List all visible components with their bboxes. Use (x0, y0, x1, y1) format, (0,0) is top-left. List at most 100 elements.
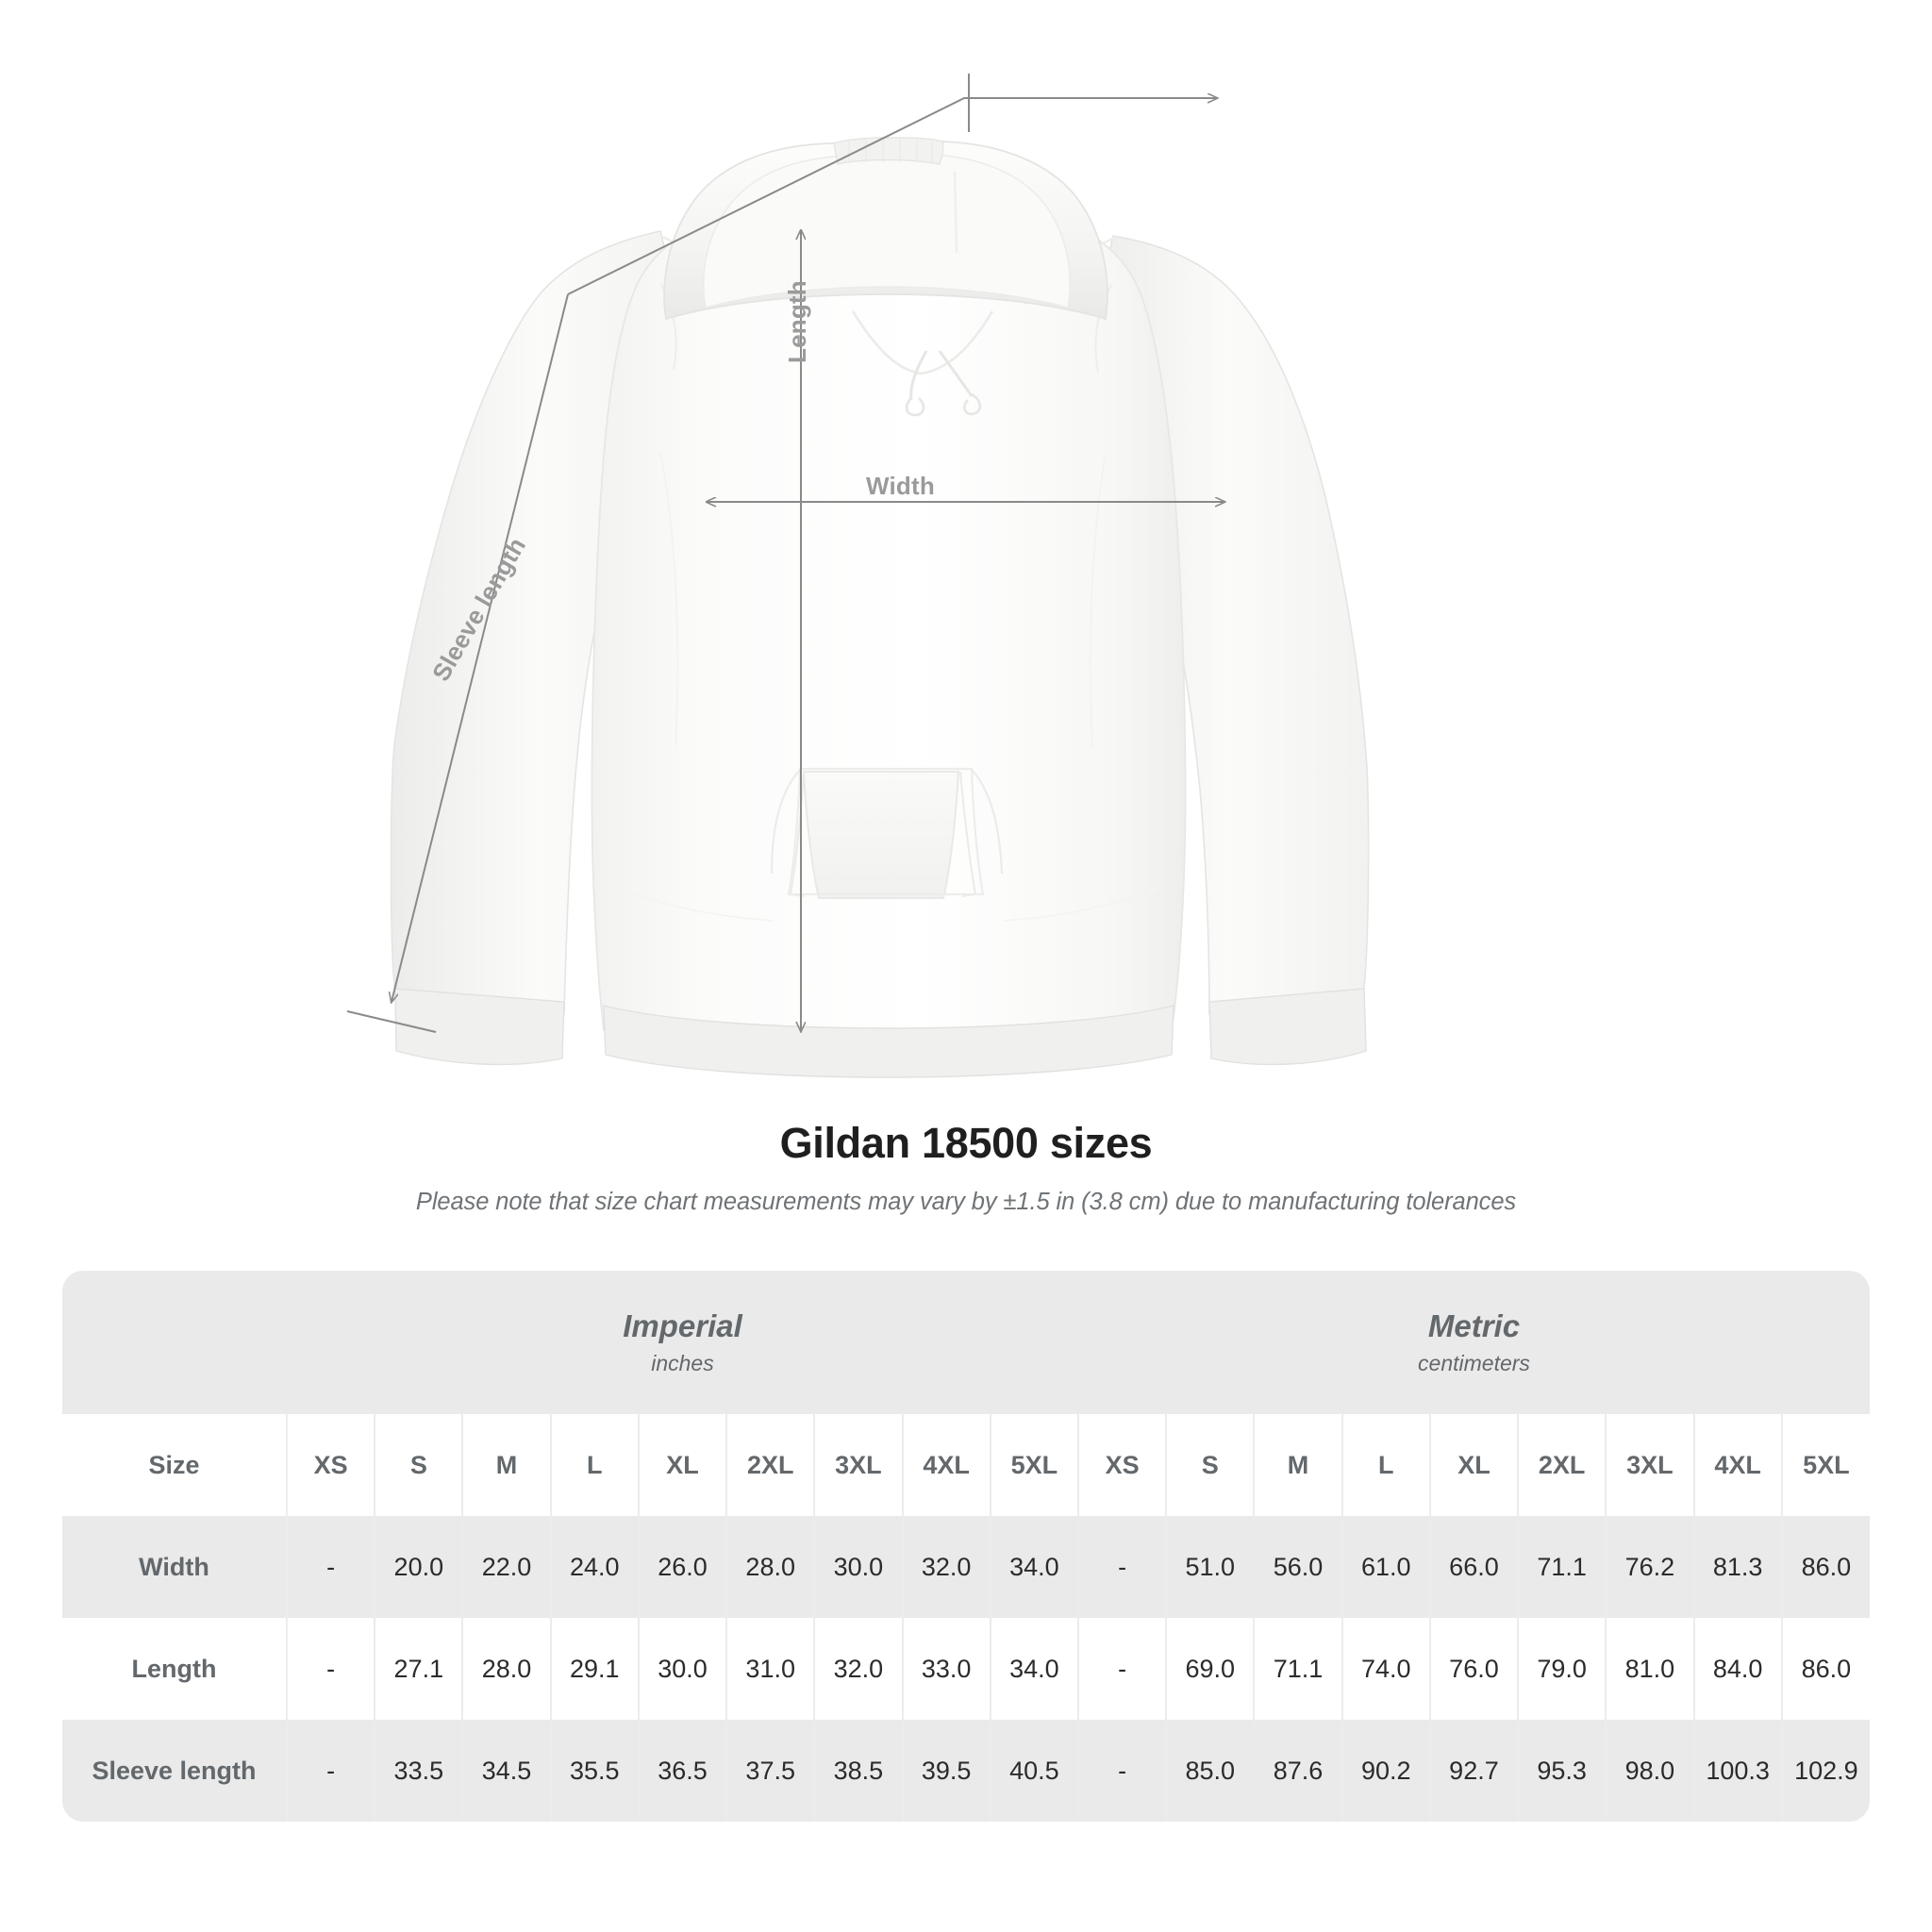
cell-sleeve-length-metric-2xl: 95.3 (1517, 1720, 1607, 1822)
unit-group-sublabel: centimeters (1418, 1351, 1530, 1376)
title-block: Gildan 18500 sizes Please note that size… (0, 1119, 1932, 1216)
size-chart-table: Imperial inches Metric centimeters Size XS S M L… (62, 1271, 1870, 1822)
cell-width-imperial-5xl: 34.0 (989, 1516, 1078, 1618)
table-row: Width -20.0 22.0 24.0 26.0 28.0 30.0 32.0 34.0-5… (62, 1516, 1870, 1618)
size-header-metric-xl: XL (1428, 1414, 1519, 1516)
cell-length-imperial-xl: 30.0 (637, 1618, 727, 1720)
hoodie-body (390, 137, 1370, 1078)
cell-width-imperial-3xl: 30.0 (813, 1516, 903, 1618)
cell-length-imperial-4xl: 33.0 (901, 1618, 991, 1720)
cell-sleeve-length-metric-3xl: 98.0 (1605, 1720, 1694, 1822)
row-header-sleeve-length: Sleeve length (62, 1720, 287, 1822)
cell-width-imperial-4xl: 32.0 (901, 1516, 991, 1618)
unit-group-metric: Metric centimeters (1077, 1271, 1870, 1414)
unit-header-corner (62, 1271, 287, 1414)
size-header-imperial-5xl: 5XL (989, 1414, 1078, 1516)
cell-width-metric-l: 61.0 (1341, 1516, 1430, 1618)
size-header-imperial-3xl: 3XL (813, 1414, 903, 1516)
cell-length-imperial-m: 28.0 (461, 1618, 551, 1720)
cell-length-metric-xl: 76.0 (1428, 1618, 1519, 1720)
cell-sleeve-length-metric-4xl: 100.3 (1692, 1720, 1782, 1822)
cell-width-metric-xs: - (1076, 1516, 1167, 1618)
cell-sleeve-length-imperial-l: 35.5 (549, 1720, 639, 1822)
unit-group-imperial: Imperial inches (287, 1271, 1078, 1414)
table-row: Length -27.1 28.0 29.1 30.0 31.0 32.0 33.0 34.0-… (62, 1618, 1870, 1720)
size-chart-table-wrapper: Imperial inches Metric centimeters Size XS S M L… (62, 1271, 1870, 1822)
size-header-metric-xs: XS (1076, 1414, 1167, 1516)
size-header-imperial-m: M (461, 1414, 551, 1516)
cell-width-imperial-xl: 26.0 (637, 1516, 727, 1618)
size-header-metric-4xl: 4XL (1692, 1414, 1782, 1516)
size-header-metric-2xl: 2XL (1517, 1414, 1607, 1516)
cell-sleeve-length-metric-m: 87.6 (1253, 1720, 1342, 1822)
cell-sleeve-length-metric-xl: 92.7 (1428, 1720, 1519, 1822)
size-header-imperial-4xl: 4XL (901, 1414, 991, 1516)
cell-sleeve-length-metric-5xl: 102.9 (1780, 1720, 1870, 1822)
cell-length-imperial-xs: - (285, 1618, 375, 1720)
row-header-length: Length (62, 1618, 287, 1720)
unit-group-sublabel: inches (651, 1351, 714, 1376)
cell-sleeve-length-imperial-4xl: 39.5 (901, 1720, 991, 1822)
cell-width-imperial-2xl: 28.0 (725, 1516, 815, 1618)
cell-sleeve-length-imperial-xs: - (285, 1720, 375, 1822)
cell-width-metric-s: 51.0 (1165, 1516, 1255, 1618)
length-dimension-label: Length (783, 280, 811, 363)
size-header-metric-5xl: 5XL (1780, 1414, 1870, 1516)
cell-width-metric-3xl: 76.2 (1605, 1516, 1694, 1618)
cell-width-imperial-xs: - (285, 1516, 375, 1618)
cell-width-metric-xl: 66.0 (1428, 1516, 1519, 1618)
cell-length-imperial-5xl: 34.0 (989, 1618, 1078, 1720)
cell-sleeve-length-imperial-2xl: 37.5 (725, 1720, 815, 1822)
cell-sleeve-length-imperial-m: 34.5 (461, 1720, 551, 1822)
cell-sleeve-length-metric-l: 90.2 (1341, 1720, 1430, 1822)
sleeve-arrow (346, 293, 569, 1033)
cell-width-imperial-m: 22.0 (461, 1516, 551, 1618)
unit-group-header-row: Imperial inches Metric centimeters (62, 1271, 1870, 1414)
size-header-metric-3xl: 3XL (1605, 1414, 1694, 1516)
width-dimension-label: Width (866, 472, 935, 500)
cell-width-metric-5xl: 86.0 (1780, 1516, 1870, 1618)
cell-length-metric-xs: - (1076, 1618, 1167, 1720)
row-header-width: Width (62, 1516, 287, 1618)
cell-length-imperial-s: 27.1 (374, 1618, 463, 1720)
cell-length-metric-4xl: 84.0 (1692, 1618, 1782, 1720)
cell-sleeve-length-imperial-3xl: 38.5 (813, 1720, 903, 1822)
size-header-row: Size XS S M L XL 2XL 3XL 4XL 5XL XS S M L XL 2XL 3XL 4XL 5… (62, 1414, 1870, 1516)
size-header-imperial-l: L (549, 1414, 639, 1516)
cell-length-imperial-l: 29.1 (549, 1618, 639, 1720)
cell-sleeve-length-metric-xs: - (1076, 1720, 1167, 1822)
hoodie-illustration (346, 74, 1370, 1078)
size-header-metric-s: S (1165, 1414, 1255, 1516)
size-header-imperial-xl: XL (637, 1414, 727, 1516)
cell-sleeve-length-imperial-5xl: 40.5 (989, 1720, 1078, 1822)
sleeve-leader (567, 74, 1217, 295)
unit-group-name: Imperial (623, 1307, 742, 1343)
size-header-metric-l: L (1341, 1414, 1430, 1516)
cell-length-imperial-2xl: 31.0 (725, 1618, 815, 1720)
garment-diagram: Length Width Sleeve length (346, 74, 1370, 1078)
cell-length-metric-2xl: 79.0 (1517, 1618, 1607, 1720)
size-header-imperial-2xl: 2XL (725, 1414, 815, 1516)
cell-sleeve-length-imperial-s: 33.5 (374, 1720, 463, 1822)
cell-length-metric-s: 69.0 (1165, 1618, 1255, 1720)
cell-length-imperial-3xl: 32.0 (813, 1618, 903, 1720)
page-title: Gildan 18500 sizes (779, 1119, 1153, 1167)
cell-width-metric-m: 56.0 (1253, 1516, 1342, 1618)
size-header-metric-m: M (1253, 1414, 1342, 1516)
measure-guides (346, 74, 1224, 1033)
cell-width-metric-4xl: 81.3 (1692, 1516, 1782, 1618)
cell-width-imperial-l: 24.0 (549, 1516, 639, 1618)
size-header-imperial-s: S (374, 1414, 463, 1516)
unit-group-name: Metric (1427, 1307, 1521, 1343)
cell-width-metric-2xl: 71.1 (1517, 1516, 1607, 1618)
cell-length-metric-5xl: 86.0 (1780, 1618, 1870, 1720)
cell-width-imperial-s: 20.0 (374, 1516, 463, 1618)
cell-sleeve-length-imperial-xl: 36.5 (637, 1720, 727, 1822)
cell-sleeve-length-metric-s: 85.0 (1165, 1720, 1255, 1822)
size-column-header: Size (62, 1414, 287, 1516)
table-row: Sleeve length -33.5 34.5 35.5 36.5 37.5 38.5 39… (62, 1720, 1870, 1822)
cell-length-metric-m: 71.1 (1253, 1618, 1342, 1720)
size-header-imperial-xs: XS (285, 1414, 375, 1516)
cell-length-metric-3xl: 81.0 (1605, 1618, 1694, 1720)
cell-length-metric-l: 74.0 (1341, 1618, 1430, 1720)
